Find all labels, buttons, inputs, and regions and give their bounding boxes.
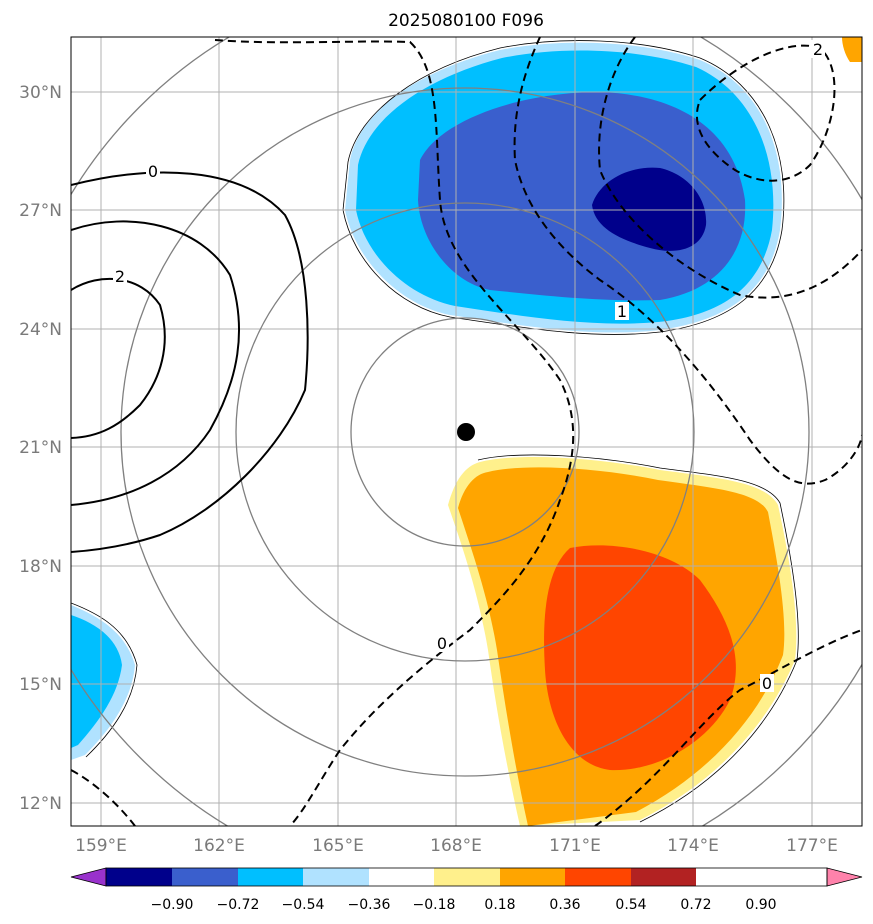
lon-tick-label: 174°E bbox=[667, 836, 719, 856]
latitude-labels: 30°N 27°N 24°N 21°N 18°N 15°N 12°N bbox=[19, 83, 62, 814]
lat-tick-label: 21°N bbox=[19, 438, 62, 458]
contour-label: 2 bbox=[115, 267, 125, 286]
contour-label: 0 bbox=[762, 674, 772, 693]
colorbar-label: −0.36 bbox=[348, 897, 391, 913]
colorbar-swatch bbox=[434, 868, 500, 886]
colorbar-label: 0.18 bbox=[484, 897, 515, 913]
map-plot-area: 0 2 2 1 0 0 bbox=[71, 37, 862, 826]
colorbar-swatch bbox=[369, 868, 434, 886]
lon-tick-label: 159°E bbox=[75, 836, 127, 856]
contour-label: 2 bbox=[813, 40, 823, 59]
lon-tick-label: 171°E bbox=[549, 836, 601, 856]
lat-tick-label: 27°N bbox=[19, 201, 62, 221]
lon-tick-label: 168°E bbox=[430, 836, 482, 856]
colorbar-swatch bbox=[500, 868, 565, 886]
lat-tick-label: 24°N bbox=[19, 320, 62, 340]
contour-label: 0 bbox=[148, 162, 158, 181]
colorbar-swatch bbox=[106, 868, 172, 886]
colorbar-label: 0.90 bbox=[745, 897, 776, 913]
colorbar-label: −0.90 bbox=[151, 897, 194, 913]
plot-title: 2025080100 F096 bbox=[388, 11, 544, 31]
anomaly-outline bbox=[71, 40, 799, 823]
colorbar-swatch bbox=[172, 868, 238, 886]
colorbar-swatch bbox=[238, 868, 303, 886]
lat-tick-label: 18°N bbox=[19, 557, 62, 577]
colorbar-label: 0.54 bbox=[615, 897, 646, 913]
colorbar-label: −0.54 bbox=[282, 897, 325, 913]
range-rings bbox=[71, 37, 862, 826]
plot-frame bbox=[70, 36, 863, 827]
lat-tick-label: 30°N bbox=[19, 83, 62, 103]
lon-tick-label: 162°E bbox=[193, 836, 245, 856]
colorbar-swatch bbox=[303, 868, 369, 886]
colorbar-label: 0.72 bbox=[680, 897, 711, 913]
contour-label: 1 bbox=[617, 302, 627, 321]
contour-label: 0 bbox=[437, 634, 447, 653]
lon-tick-label: 177°E bbox=[786, 836, 838, 856]
colorbar-extend-min bbox=[70, 867, 107, 887]
contour-labels: 0 2 2 1 0 0 bbox=[113, 40, 825, 693]
lon-tick-label: 165°E bbox=[312, 836, 364, 856]
colorbar-label: −0.18 bbox=[413, 897, 456, 913]
colorbar-swatch bbox=[565, 868, 631, 886]
negative-anomaly-field bbox=[71, 42, 782, 760]
dashed-contours bbox=[71, 37, 862, 826]
colorbar-label: 0.36 bbox=[549, 897, 580, 913]
colorbar: −0.90 −0.72 −0.54 −0.36 −0.18 0.18 0.36 … bbox=[70, 867, 863, 913]
colorbar-swatch bbox=[631, 868, 696, 886]
longitude-labels: 159°E 162°E 165°E 168°E 171°E 174°E 177°… bbox=[75, 836, 838, 856]
storm-center-marker bbox=[457, 423, 475, 441]
lat-tick-label: 15°N bbox=[19, 675, 62, 695]
colorbar-extend-max bbox=[826, 867, 863, 887]
colorbar-label: −0.72 bbox=[217, 897, 260, 913]
colorbar-labels: −0.90 −0.72 −0.54 −0.36 −0.18 0.18 0.36 … bbox=[151, 897, 777, 913]
lat-tick-label: 12°N bbox=[19, 794, 62, 814]
positive-anomaly-field bbox=[448, 37, 862, 826]
